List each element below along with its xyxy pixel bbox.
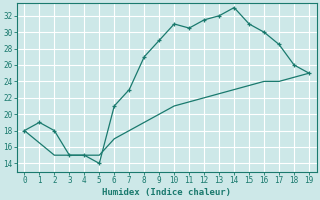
X-axis label: Humidex (Indice chaleur): Humidex (Indice chaleur) [102,188,231,197]
